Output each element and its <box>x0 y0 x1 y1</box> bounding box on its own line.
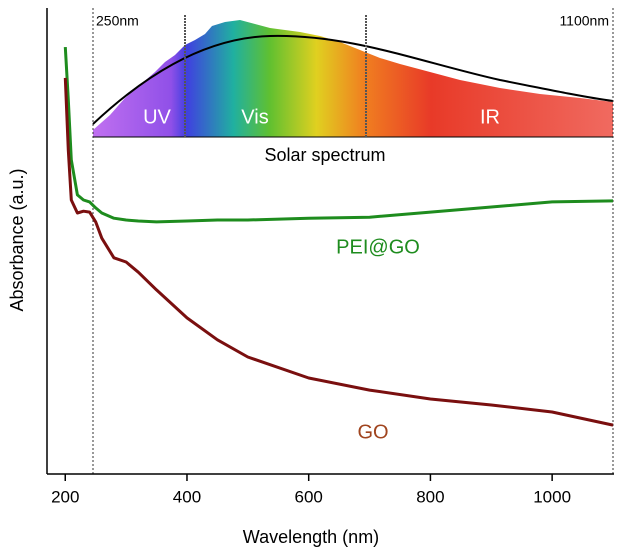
region-label: Vis <box>241 106 268 128</box>
x-tick-label: 200 <box>51 487 79 506</box>
spectrum-area <box>93 20 613 137</box>
x-tick-label: 800 <box>416 487 444 506</box>
solar-inset: UV Vis IR Solar spectrum 250nm 1100nm <box>92 13 614 165</box>
region-label: UV <box>143 106 171 128</box>
inset-title: Solar spectrum <box>264 145 385 165</box>
inset-left-label: 250nm <box>96 13 139 29</box>
blackbody-curve <box>92 34 614 125</box>
data-line <box>63 47 614 224</box>
x-tick-label: 1000 <box>533 487 571 506</box>
series-label: PEI@GO <box>336 236 420 258</box>
x-tick-label: 400 <box>173 487 201 506</box>
series-label: GO <box>357 421 388 443</box>
x-axis-title: Wavelength (nm) <box>243 527 379 547</box>
region-label: IR <box>480 106 500 128</box>
inset-right-label: 1100nm <box>559 13 609 29</box>
y-axis-title: Absorbance (a.u.) <box>7 168 27 311</box>
x-tick-label: 600 <box>295 487 323 506</box>
data-line <box>63 77 614 427</box>
